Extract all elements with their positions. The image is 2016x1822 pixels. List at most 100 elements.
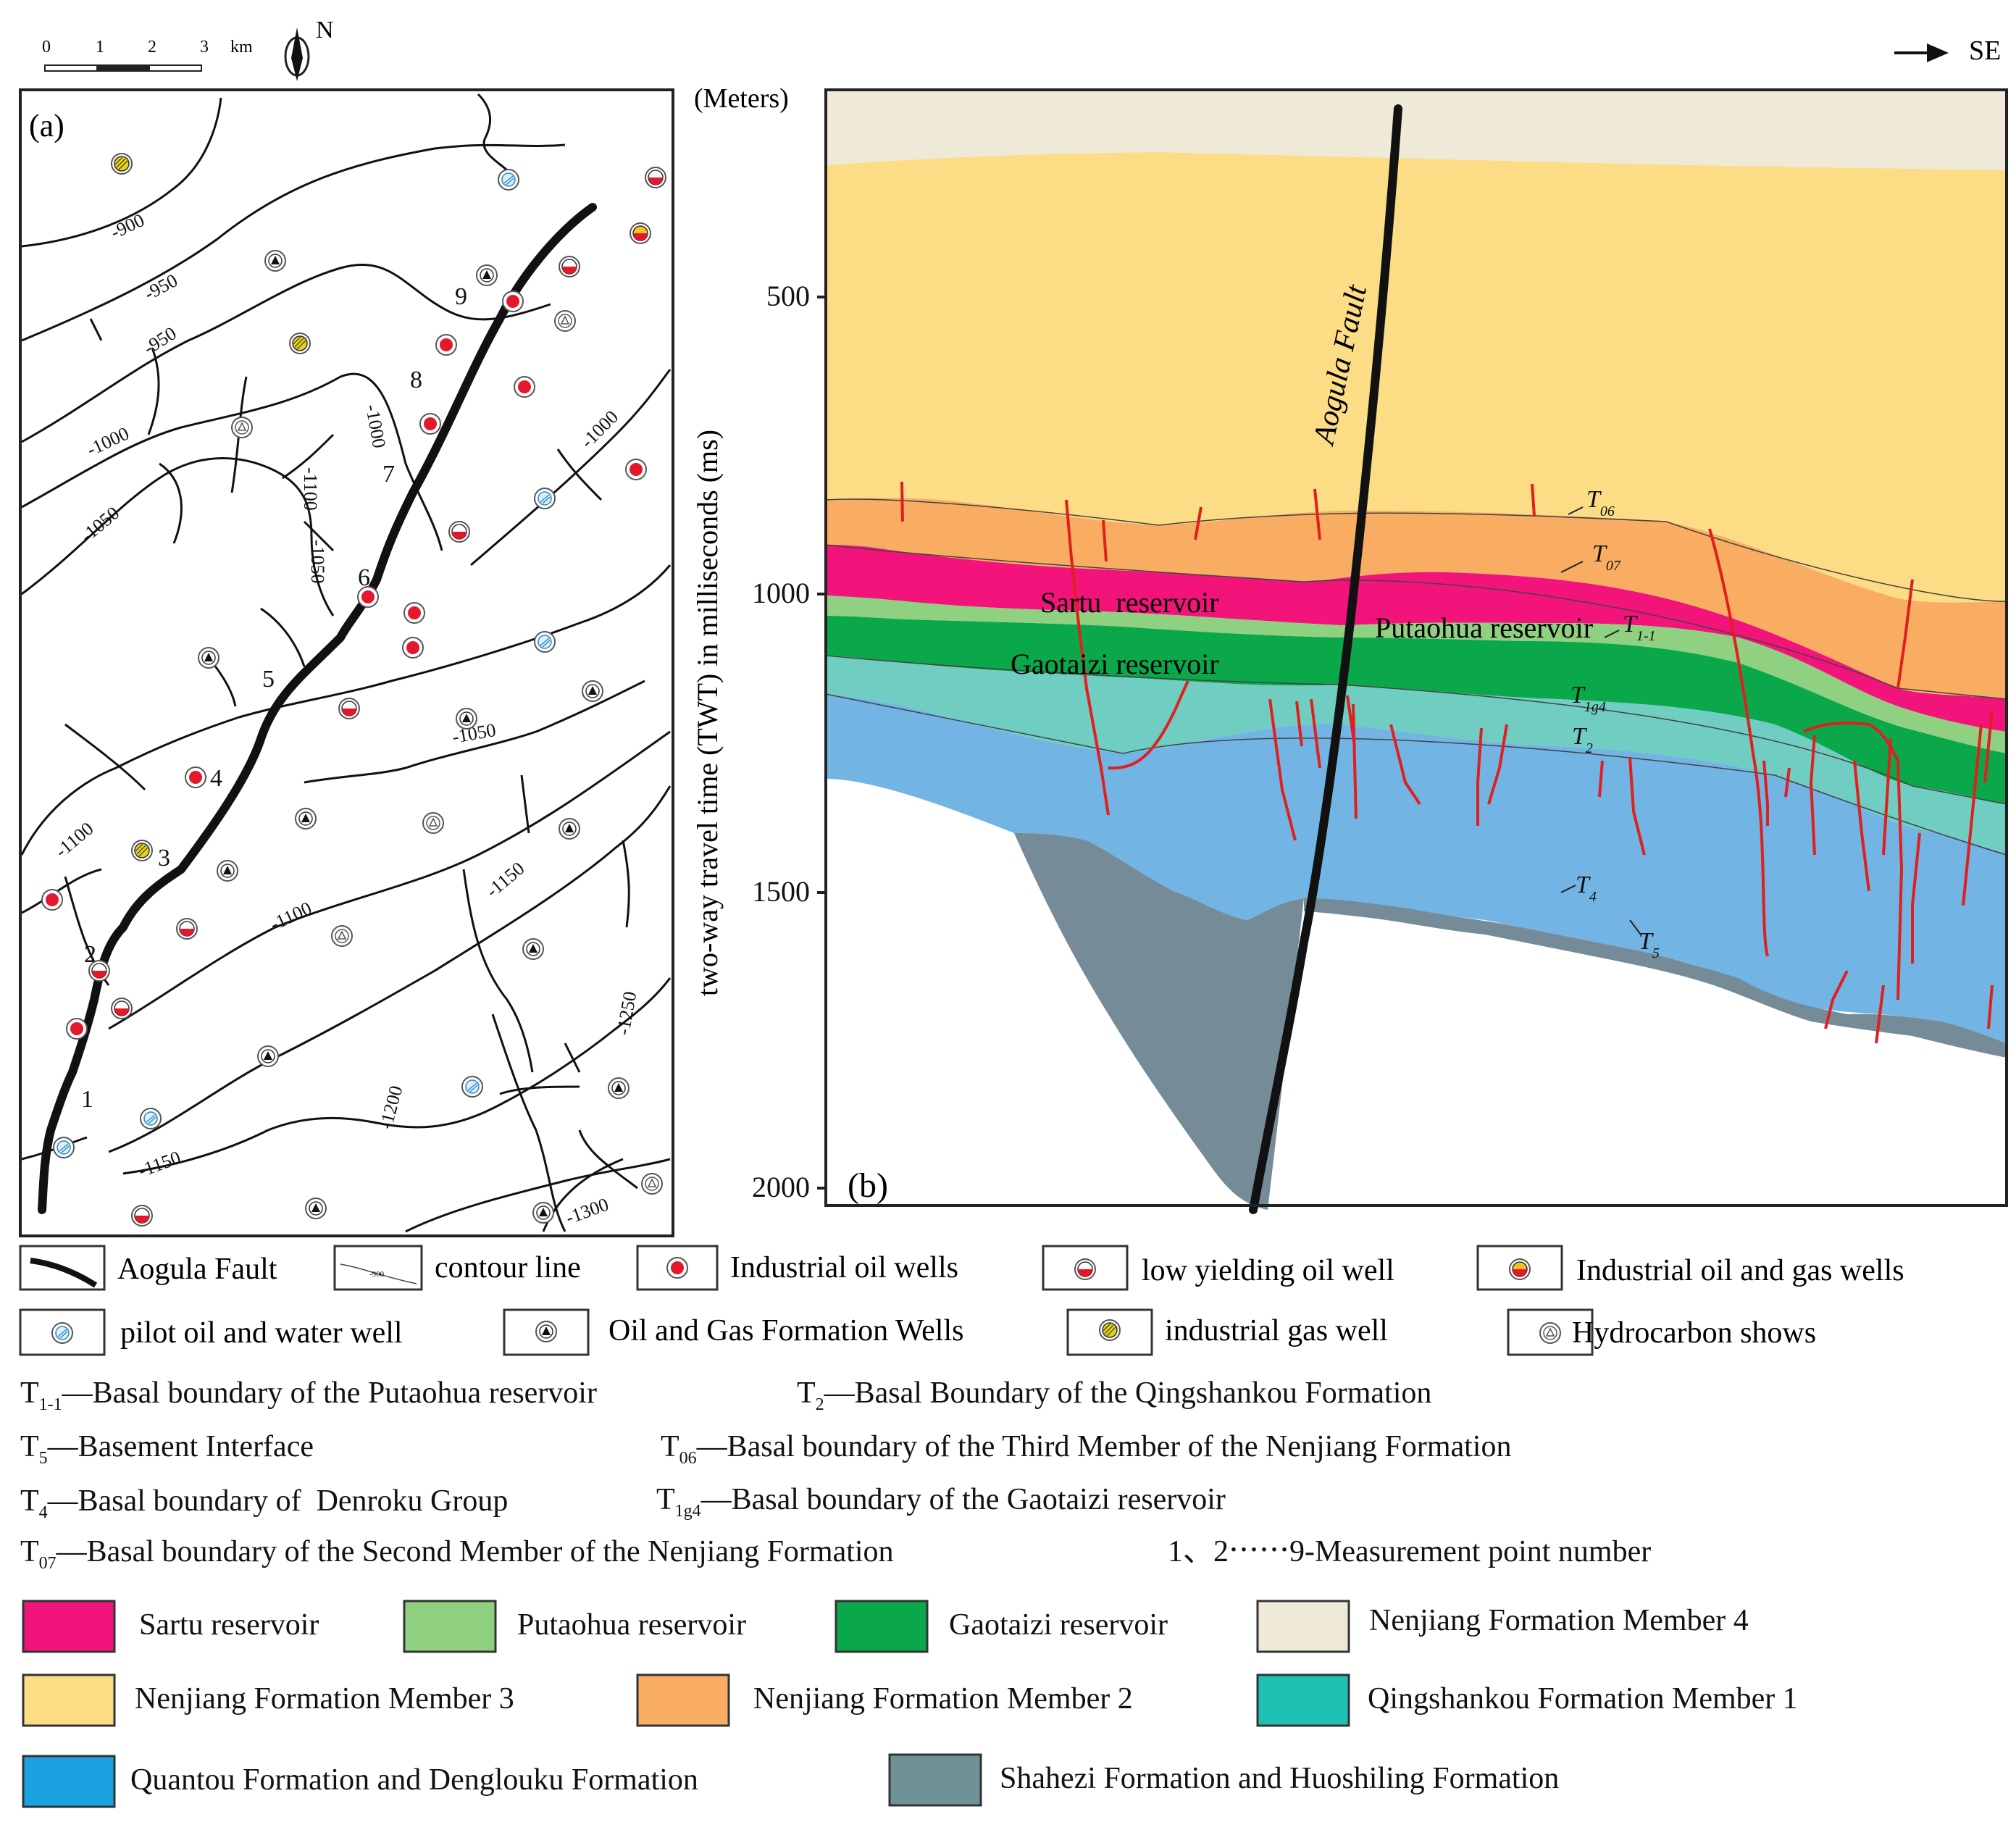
y-tick-label: 500 <box>766 280 810 312</box>
y-tick-label: 2000 <box>752 1171 810 1203</box>
scale-tick: 2 <box>148 38 156 57</box>
point-number: 4 <box>210 765 222 792</box>
pilot-oil-water-well-icon <box>53 1137 75 1158</box>
point-number: 2 <box>84 941 96 968</box>
low-yielding-oil-well-icon <box>645 167 666 188</box>
north-arrow-icon: N <box>284 17 334 81</box>
hydrocarbon-shows-icon <box>1539 1322 1561 1344</box>
industrial-gas-well-icon <box>111 153 133 175</box>
aogula-fault-trace <box>38 203 597 1214</box>
horizon-label: T4 <box>1576 872 1597 905</box>
industrial-oil-well-icon <box>666 1257 688 1279</box>
note-t4: T4—Basal boundary of Denroku Group <box>20 1484 508 1522</box>
swatch-nenjiang-m3 <box>22 1673 116 1727</box>
industrial-oil-well-icon <box>402 637 424 659</box>
layer-putaohua <box>826 596 2007 753</box>
contour-line-icon <box>340 1263 417 1284</box>
point-number: 5 <box>262 666 275 693</box>
horizon-label: T1-1 <box>1623 611 1656 644</box>
legend-label: Shahezi Formation and Huoshiling Formati… <box>1000 1762 1559 1795</box>
legend-label: contour line <box>435 1251 581 1284</box>
contour-label: -1050 <box>307 540 328 584</box>
section-panel-label: (b) <box>848 1166 888 1205</box>
pilot-oil-water-well-icon <box>534 631 556 653</box>
horizon-label: T1g4 <box>1570 682 1606 715</box>
point-number: 9 <box>455 283 467 310</box>
scale-unit: km <box>230 38 253 57</box>
legend-label: Aogula Fault <box>117 1253 277 1286</box>
oil-gas-formation-well-icon <box>582 680 603 702</box>
industrial-gas-well-icon <box>1099 1319 1121 1341</box>
legend-label: Industrial oil and gas wells <box>1576 1254 1904 1287</box>
layer-gaotaizi <box>826 616 2007 804</box>
north-label: N <box>316 17 334 43</box>
layer-qingshankou <box>826 656 2007 855</box>
boundary-notes: T1-1—Basal boundary of the Putaohua rese… <box>20 1376 1651 1573</box>
aogula-fault-line <box>1249 104 1402 1214</box>
legend-label: Hydrocarbon shows <box>1572 1316 1816 1350</box>
low-yielding-oil-well-icon <box>1074 1258 1096 1280</box>
industrial-oil-well-icon <box>403 602 425 624</box>
contour-sample: -900 <box>369 1270 385 1279</box>
low-yielding-oil-well-icon <box>111 998 133 1019</box>
low-yielding-oil-well-icon <box>88 960 110 982</box>
legend-label: Gaotaizi reservoir <box>949 1608 1168 1642</box>
industrial-gas-well-icon <box>131 840 153 861</box>
industrial-oil-well-icon <box>435 334 457 356</box>
well-legend: Aogula Fault -900 contour line Industria… <box>19 1245 1904 1356</box>
pilot-oil-water-well-icon <box>534 488 556 509</box>
horizon-label: T5 <box>1639 928 1660 961</box>
contour-map: -900 -950 -950 -1000 -1000 -1050 -1050 -… <box>19 88 674 1237</box>
reservoir-label-sartu: Sartu reservoir <box>1040 586 1219 619</box>
oil-gas-formation-well-icon <box>535 1321 557 1342</box>
strata-legend: Sartu reservoir Putaohua reservoir Gaota… <box>22 1600 1798 1808</box>
legend-label: Nenjiang Formation Member 4 <box>1369 1604 1749 1637</box>
point-number: 6 <box>358 564 370 591</box>
swatch-nenjiang-m4 <box>1256 1600 1350 1653</box>
y-tick-label: 1000 <box>752 577 810 609</box>
point-number: 7 <box>382 461 395 488</box>
low-yielding-oil-well-icon <box>338 698 360 719</box>
fault-line-icon <box>30 1258 98 1288</box>
legend-label: Nenjiang Formation Member 3 <box>135 1682 514 1716</box>
note-t06: T06—Basal boundary of the Third Member o… <box>661 1430 1511 1468</box>
pilot-oil-water-well-icon <box>140 1108 162 1129</box>
industrial-oil-well-icon <box>502 291 524 312</box>
scale-tick: 0 <box>42 38 51 57</box>
oil-gas-formation-well-icon <box>456 708 477 730</box>
layer-nenjiang-m4 <box>826 90 2007 170</box>
swatch-sartu <box>22 1600 116 1653</box>
swatch-quantou-denglouku <box>22 1755 116 1808</box>
swatch-putaohua <box>403 1600 497 1653</box>
y-axis-title: two-way travel time (TWT) in millisecond… <box>691 430 724 996</box>
industrial-gas-well-icon <box>289 333 311 354</box>
layer-nenjiang-m2 <box>826 498 2007 699</box>
low-yielding-oil-well-icon <box>131 1205 153 1226</box>
horizon-label: T2 <box>1572 723 1593 756</box>
industrial-oil-well-icon <box>41 889 63 911</box>
scale-tick: 3 <box>200 38 209 57</box>
hydrocarbon-shows-icon <box>554 310 576 332</box>
swatch-nenjiang-m2 <box>636 1673 730 1727</box>
y-tick-label: 1500 <box>752 875 810 908</box>
hydrocarbon-shows-icon <box>422 812 444 834</box>
legend-label: Qingshankou Formation Member 1 <box>1368 1682 1798 1716</box>
hydrocarbon-shows-icon <box>641 1173 663 1195</box>
industrial-oil-gas-well-icon <box>1509 1258 1531 1280</box>
contour-label: -1100 <box>300 467 321 511</box>
layer-basement-strip <box>1304 898 2007 1058</box>
legend-label: low yielding oil well <box>1142 1254 1394 1287</box>
pilot-oil-water-well-icon <box>498 169 519 191</box>
hydrocarbon-shows-icon <box>231 417 253 438</box>
legend-label: Oil and Gas Formation Wells <box>608 1314 963 1347</box>
industrial-oil-well-icon <box>514 376 535 398</box>
horizon-label: T06 <box>1586 486 1615 519</box>
industrial-oil-well-icon <box>185 766 206 788</box>
pilot-oil-water-well-icon <box>461 1076 483 1098</box>
layer-nenjiang-m3 <box>826 152 2007 603</box>
direction-label: SE <box>1969 35 2001 66</box>
layer-sartu <box>826 545 2007 732</box>
hydrocarbon-shows-icon <box>331 925 353 947</box>
swatch-shahezi-huoshiling <box>888 1753 982 1807</box>
oil-gas-formation-well-icon <box>198 647 219 669</box>
